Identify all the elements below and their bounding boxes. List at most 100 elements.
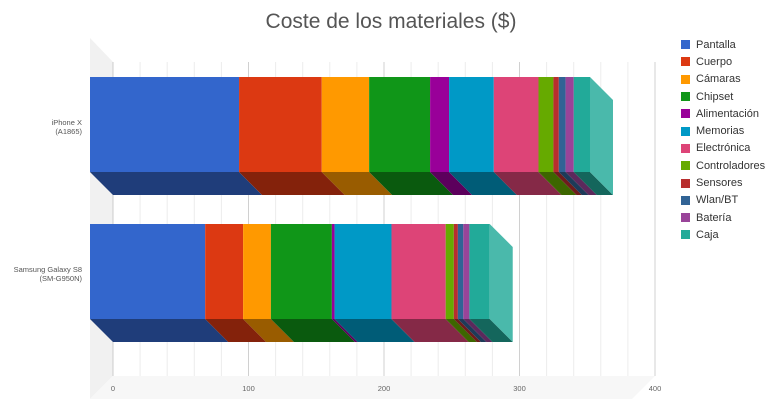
legend-label: Alimentación: [696, 107, 759, 120]
legend-label: Cámaras: [696, 73, 741, 86]
legend-swatch: [681, 213, 690, 223]
bar-segment: [469, 224, 490, 319]
legend-item: Caja: [681, 226, 765, 243]
x-tick-label: 100: [242, 384, 255, 393]
bar-segment: [573, 77, 590, 172]
x-tick-label: 0: [111, 384, 115, 393]
legend-item: Wlan/BT: [681, 192, 765, 209]
legend-label: Cuerpo: [696, 55, 733, 68]
bar-segment: [205, 224, 244, 319]
bar-segment-bottom: [565, 172, 597, 195]
bar-segment-bottom: [553, 172, 582, 195]
bar-segment-bottom: [369, 172, 454, 195]
legend-swatch: [681, 74, 690, 84]
legend-swatch: [681, 57, 690, 67]
bar-segment: [243, 224, 271, 319]
legend-item: Sensores: [681, 174, 765, 191]
bar-segment-bottom: [239, 172, 345, 195]
bar-segment: [430, 77, 450, 172]
bar-segment-bottom: [331, 319, 358, 342]
floor: [90, 376, 655, 399]
legend-swatch: [681, 195, 690, 205]
x-tick-label: 200: [378, 384, 391, 393]
legend-label: Sensores: [696, 177, 743, 190]
bar-segment-bottom: [457, 319, 487, 342]
bar-segment-bottom: [463, 319, 493, 342]
bar-segment: [453, 224, 458, 319]
category-label: Samsung Galaxy S8 (SM-G950N): [2, 265, 82, 283]
bar-segment: [369, 77, 431, 172]
legend-label: Memorias: [696, 125, 745, 138]
bar-segment: [457, 224, 464, 319]
bar-segment: [90, 224, 206, 319]
bar-segment: [565, 77, 574, 172]
bar-segment-bottom: [573, 172, 613, 195]
bar-segment-bottom: [538, 172, 577, 195]
category-label-line2: (A1865): [55, 127, 82, 136]
legend-label: Batería: [696, 211, 732, 224]
bar-segment: [334, 224, 392, 319]
legend-swatch: [681, 230, 690, 240]
legend-item: Chipset: [681, 88, 765, 105]
bar-segment: [558, 77, 566, 172]
legend-label: Wlan/BT: [696, 194, 739, 207]
bar-segment-bottom: [243, 319, 294, 342]
legend-label: Electrónica: [696, 142, 751, 155]
category-label-line2: (SM-G950N): [39, 274, 82, 283]
bar-segment: [463, 224, 470, 319]
legend-swatch: [681, 40, 690, 50]
chart-title: Coste de los materiales ($): [0, 10, 782, 34]
bar-segment: [90, 77, 240, 172]
legend-label: Caja: [696, 228, 719, 241]
legend-item: Memorias: [681, 122, 765, 139]
bar-segment: [445, 224, 454, 319]
legend-swatch: [681, 161, 690, 171]
bar-segment-bottom: [449, 172, 517, 195]
legend: Pantalla Cuerpo Cámaras Chipset Alimentación…: [681, 36, 765, 244]
bar-segment-bottom: [430, 172, 473, 195]
bar-segment: [449, 77, 494, 172]
legend-item: Alimentación: [681, 105, 765, 122]
bar-segment-bottom: [270, 319, 355, 342]
bar-end-cap: [589, 77, 613, 195]
bar-segment: [493, 77, 539, 172]
legend-item: Pantalla: [681, 36, 765, 53]
category-label-line1: iPhone X: [51, 118, 82, 127]
bar-segment-bottom: [205, 319, 267, 342]
x-tick-label: 400: [649, 384, 662, 393]
bar-end-cap: [489, 224, 513, 342]
legend-swatch: [681, 109, 690, 119]
bar-segment-bottom: [90, 319, 229, 342]
x-tick-label: 300: [513, 384, 526, 393]
legend-label: Controladores: [696, 159, 766, 172]
legend-swatch: [681, 143, 690, 153]
bar-segment-bottom: [453, 319, 481, 342]
legend-swatch: [681, 92, 690, 102]
bar-segment: [553, 77, 559, 172]
legend-swatch: [681, 178, 690, 188]
bar-segment: [321, 77, 370, 172]
legend-label: Pantalla: [696, 38, 736, 51]
bar-segment-bottom: [445, 319, 477, 342]
legend-item: Batería: [681, 209, 765, 226]
bar-segment-bottom: [334, 319, 415, 342]
bar-segment-bottom: [493, 172, 562, 195]
legend-item: Cuerpo: [681, 53, 765, 70]
legend-item: Electrónica: [681, 140, 765, 157]
bar-segment-bottom: [469, 319, 513, 342]
category-label: iPhone X (A1865): [2, 118, 82, 136]
chart-title-text: Coste de los materiales ($): [265, 10, 517, 33]
bar-segment: [331, 224, 335, 319]
category-label-line1: Samsung Galaxy S8: [13, 265, 82, 274]
bar-segment: [538, 77, 554, 172]
bar-segment: [391, 224, 446, 319]
legend-item: Controladores: [681, 157, 765, 174]
legend-swatch: [681, 126, 690, 136]
bar-segment: [239, 77, 322, 172]
bar-segment-bottom: [558, 172, 589, 195]
bar-segment-bottom: [321, 172, 393, 195]
bar-segment: [270, 224, 332, 319]
bar-segment-bottom: [90, 172, 263, 195]
bar-segment-bottom: [391, 319, 469, 342]
